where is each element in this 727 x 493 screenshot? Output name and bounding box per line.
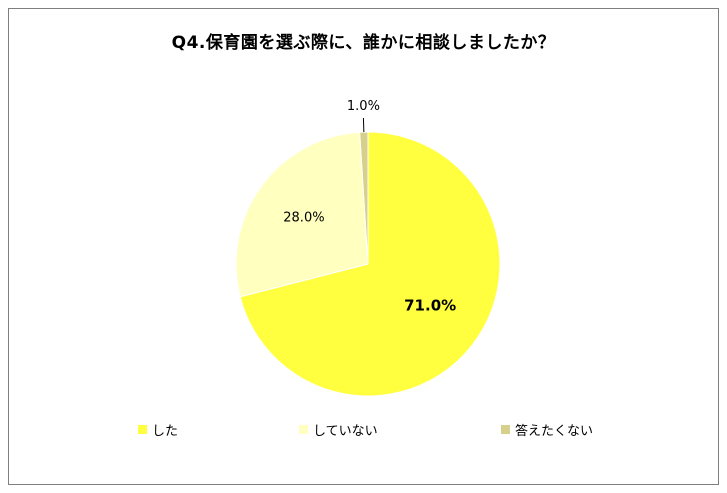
legend-label-did-not: していない: [313, 424, 378, 439]
data-label-did: 71.0%: [404, 296, 456, 314]
data-label-did-not: 28.0%: [283, 210, 324, 225]
slice-did: [239, 131, 501, 397]
legend: した していない 答えたくない: [0, 420, 727, 440]
legend-item-did: した: [138, 420, 178, 439]
legend-label-no-answer: 答えたくない: [515, 424, 594, 439]
slice-did-not: [235, 131, 369, 298]
legend-swatch-no-answer: [501, 425, 510, 434]
data-label-no-answer: 1.0%: [347, 99, 380, 114]
legend-label-did: した: [152, 424, 179, 439]
legend-item-no-answer: 答えたくない: [501, 420, 593, 439]
legend-swatch-did-not: [299, 425, 308, 434]
legend-item-did-not: していない: [299, 420, 378, 439]
legend-swatch-did: [138, 425, 147, 434]
chart-title: Q4.保育園を選ぶ際に、誰かに相談しましたか？: [171, 33, 556, 53]
